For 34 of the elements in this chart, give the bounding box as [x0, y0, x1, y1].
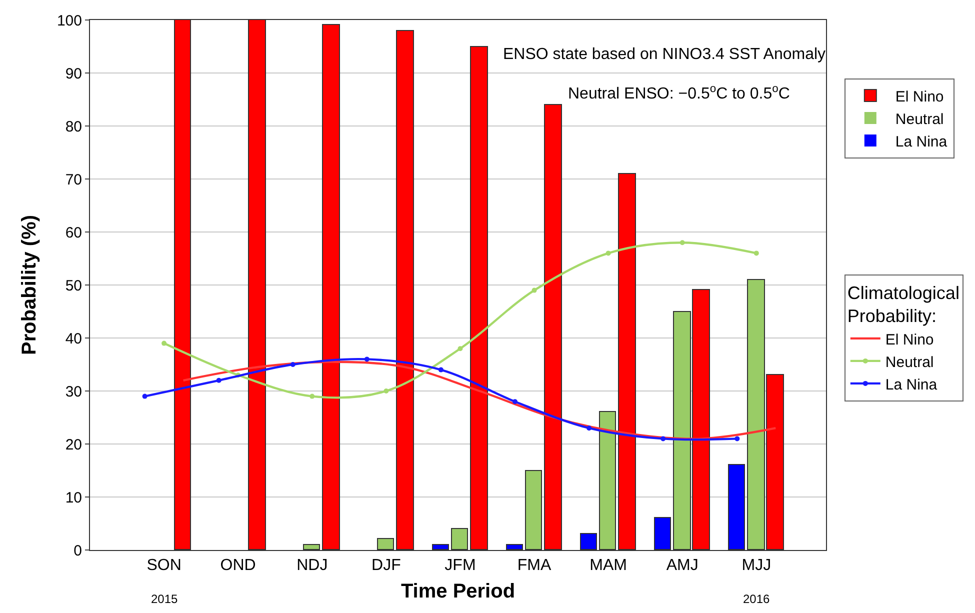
- legend-label: La Nina: [895, 133, 948, 150]
- legend-label: Neutral: [895, 110, 944, 128]
- annotation: ENSO state based on NINO3.4 SST Anomaly: [503, 46, 826, 63]
- x-tick-label: FMA: [517, 557, 552, 574]
- x-tick-label: OND: [220, 557, 256, 574]
- annotation: Neutral ENSO: −0.5$^{o}$C to 0.5$^{o}$C: [568, 83, 790, 103]
- y-tick-label: 100: [56, 12, 82, 30]
- text: 2016: [743, 592, 770, 606]
- legend-label: La Nina: [885, 376, 938, 394]
- x-tick-label: AMJ: [666, 557, 698, 574]
- y-tick-label: 0: [74, 542, 82, 560]
- y-tick-label: 30: [65, 383, 82, 400]
- y-tick-label: 60: [65, 224, 82, 242]
- legend-label: El Nino: [895, 88, 944, 106]
- y-tick-label: 70: [65, 171, 82, 188]
- y-tick-label: 90: [65, 65, 82, 82]
- legend-label: El Nino: [885, 331, 934, 348]
- legend-label: Neutral: [885, 354, 934, 371]
- y-tick-label: 10: [65, 489, 82, 506]
- y-axis-title: Probability (%): [18, 214, 40, 356]
- x-tick-label: DJF: [372, 557, 402, 574]
- x-tick-label: NDJ: [296, 557, 328, 574]
- x-tick-label: MJJ: [742, 557, 772, 574]
- line-series: [182, 360, 777, 440]
- text: 2015: [151, 592, 178, 606]
- x-tick-label: SON: [146, 557, 182, 574]
- x-tick-label: JFM: [444, 557, 476, 574]
- legend-title: Climatological Probability:: [847, 282, 960, 326]
- y-tick-label: 80: [65, 118, 82, 136]
- x-tick-label: MAM: [590, 557, 627, 574]
- y-tick-label: 20: [65, 436, 82, 454]
- y-tick-label: 50: [65, 277, 82, 294]
- y-tick-label: 40: [65, 330, 82, 348]
- x-axis-title: Time Period: [400, 580, 516, 603]
